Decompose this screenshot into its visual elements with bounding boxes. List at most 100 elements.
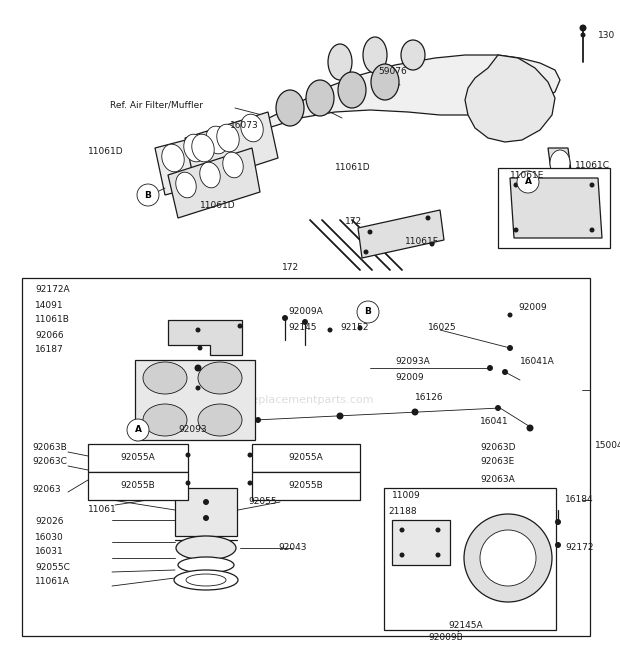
Circle shape (555, 542, 561, 548)
Text: 130: 130 (598, 31, 615, 40)
Bar (22, 278, 590, 636)
Text: 11061: 11061 (88, 505, 117, 514)
Text: 92145: 92145 (288, 323, 316, 333)
Text: 92063D: 92063D (480, 443, 515, 452)
Ellipse shape (401, 40, 425, 70)
Text: 92055C: 92055C (35, 563, 70, 572)
Text: 92172A: 92172A (35, 286, 69, 295)
Circle shape (337, 413, 343, 419)
Circle shape (247, 452, 252, 458)
Text: 92055B: 92055B (121, 481, 156, 490)
Circle shape (327, 327, 332, 333)
Text: 92145A: 92145A (448, 621, 482, 629)
Polygon shape (135, 360, 255, 440)
Polygon shape (235, 55, 560, 168)
Polygon shape (465, 55, 555, 142)
Circle shape (357, 301, 379, 323)
Bar (498, 168, 610, 248)
Bar (175, 488, 237, 536)
Text: 16031: 16031 (35, 548, 64, 557)
Bar (384, 488, 556, 630)
Text: 92009: 92009 (395, 374, 423, 383)
Ellipse shape (550, 150, 570, 176)
Text: 21188: 21188 (388, 507, 417, 516)
Text: 92026: 92026 (35, 518, 63, 527)
Circle shape (399, 552, 404, 557)
Circle shape (480, 530, 536, 586)
Polygon shape (548, 148, 572, 178)
Ellipse shape (338, 72, 366, 108)
Circle shape (195, 385, 200, 391)
Ellipse shape (198, 362, 242, 394)
Ellipse shape (306, 80, 334, 116)
Text: 92055A: 92055A (121, 454, 156, 462)
Text: 92063B: 92063B (32, 443, 67, 452)
Text: 92009A: 92009A (288, 308, 323, 316)
Circle shape (282, 315, 288, 321)
Ellipse shape (143, 362, 187, 394)
Ellipse shape (162, 144, 184, 172)
Text: 11061D: 11061D (88, 147, 123, 156)
Text: 15004: 15004 (595, 441, 620, 449)
Circle shape (508, 312, 513, 318)
Circle shape (555, 519, 561, 525)
Circle shape (513, 228, 518, 233)
Circle shape (495, 405, 501, 411)
Text: 11061D: 11061D (200, 201, 236, 209)
Bar (88, 472, 188, 500)
Polygon shape (358, 210, 444, 258)
Text: replacementparts.com: replacementparts.com (247, 395, 373, 405)
Text: A: A (135, 426, 141, 434)
Text: A: A (525, 177, 531, 186)
Circle shape (412, 409, 418, 415)
Ellipse shape (186, 574, 226, 586)
Ellipse shape (198, 404, 242, 436)
Ellipse shape (192, 134, 215, 162)
Circle shape (358, 325, 363, 331)
Text: 16126: 16126 (415, 394, 444, 402)
Circle shape (507, 345, 513, 351)
Circle shape (203, 499, 209, 505)
Circle shape (195, 327, 200, 333)
Ellipse shape (176, 536, 236, 560)
Ellipse shape (217, 124, 239, 152)
Text: 92055B: 92055B (289, 481, 324, 490)
Text: 11061C: 11061C (575, 160, 610, 170)
Ellipse shape (363, 37, 387, 73)
Bar (88, 444, 188, 472)
Circle shape (517, 171, 539, 193)
Circle shape (302, 319, 308, 325)
Circle shape (435, 527, 440, 533)
Circle shape (590, 183, 595, 188)
Circle shape (247, 481, 252, 486)
Ellipse shape (241, 114, 264, 142)
Text: Ref. Air Filter/Muffler: Ref. Air Filter/Muffler (110, 100, 203, 110)
Circle shape (487, 365, 493, 371)
Circle shape (526, 424, 533, 432)
Text: B: B (365, 308, 371, 316)
Text: 59076: 59076 (378, 68, 407, 76)
Text: 16041A: 16041A (520, 357, 555, 366)
Circle shape (363, 250, 368, 254)
Circle shape (502, 369, 508, 375)
Text: 11061F: 11061F (405, 237, 439, 246)
Circle shape (425, 216, 430, 220)
Circle shape (237, 323, 242, 329)
Text: 92043: 92043 (278, 544, 306, 552)
Text: 14091: 14091 (35, 301, 64, 310)
Text: 172: 172 (282, 263, 299, 273)
Circle shape (198, 346, 203, 351)
Text: 11009: 11009 (392, 490, 421, 499)
Circle shape (590, 228, 595, 233)
Circle shape (464, 514, 552, 602)
Circle shape (255, 417, 261, 423)
Bar (392, 520, 450, 565)
Bar (252, 444, 360, 472)
Text: 92063C: 92063C (32, 458, 67, 466)
Circle shape (368, 230, 373, 235)
Circle shape (127, 419, 149, 441)
Circle shape (185, 481, 190, 486)
Ellipse shape (174, 570, 238, 590)
Text: 92009B: 92009B (428, 634, 463, 642)
Text: 11061B: 11061B (35, 316, 70, 325)
